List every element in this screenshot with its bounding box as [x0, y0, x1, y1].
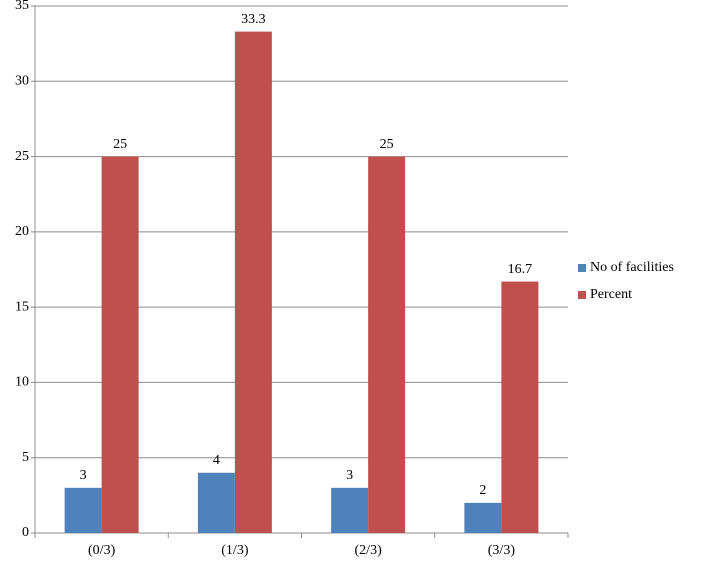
- y-tick-label: 20: [15, 224, 29, 239]
- x-tick-label: (0/3): [88, 543, 116, 558]
- y-tick-label: 10: [15, 375, 29, 390]
- legend-swatch: [578, 264, 586, 272]
- y-tick-label: 35: [15, 0, 29, 13]
- legend-label: Percent: [590, 287, 632, 302]
- bar: [234, 31, 272, 534]
- bar: [64, 487, 102, 533]
- bar: [464, 502, 502, 533]
- bar: [368, 156, 406, 534]
- data-label: 16.7: [508, 262, 533, 277]
- bar: [331, 487, 369, 533]
- legend-swatch: [578, 291, 586, 299]
- y-tick-label: 30: [15, 74, 29, 89]
- data-label: 4: [213, 453, 220, 468]
- bar: [101, 156, 139, 534]
- bar: [501, 281, 539, 533]
- y-tick-label: 25: [15, 149, 29, 164]
- data-label: 3: [346, 468, 353, 483]
- y-tick-label: 5: [22, 450, 29, 465]
- x-tick-label: (1/3): [221, 543, 249, 558]
- data-label: 33.3: [241, 12, 266, 27]
- data-label: 2: [479, 483, 486, 498]
- bar: [197, 472, 235, 533]
- data-label: 25: [113, 137, 127, 152]
- x-tick-label: (3/3): [488, 543, 516, 558]
- x-tick-label: (2/3): [355, 543, 383, 558]
- y-tick-label: 15: [15, 299, 29, 314]
- y-tick-label: 0: [22, 525, 29, 540]
- data-label: 3: [80, 468, 87, 483]
- data-label: 25: [380, 137, 394, 152]
- legend-label: No of facilities: [590, 260, 674, 275]
